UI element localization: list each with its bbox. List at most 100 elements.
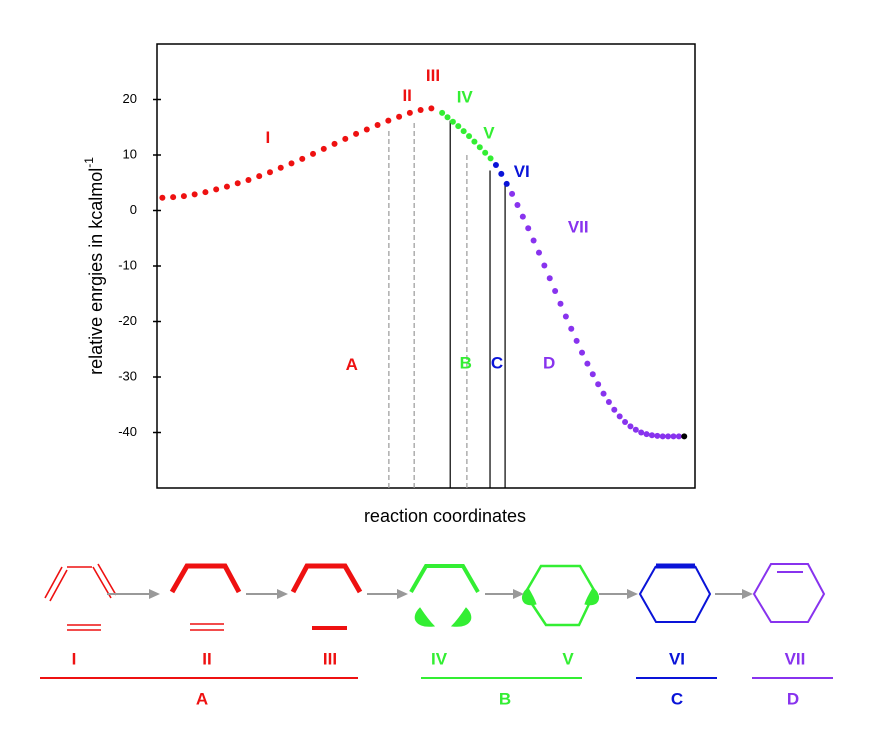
y-tick-label: -30: [118, 368, 137, 383]
molecule-vi: [638, 563, 712, 623]
point: [546, 275, 553, 282]
point: [622, 418, 629, 425]
point: [299, 155, 306, 162]
annotation: II: [402, 86, 411, 105]
stage-label: IV: [431, 649, 448, 668]
stage-label: VII: [785, 649, 806, 668]
point: [320, 145, 327, 152]
point: [266, 169, 273, 176]
point: [584, 360, 591, 367]
stage-label: III: [323, 649, 337, 668]
point: [525, 225, 532, 232]
point: [659, 433, 666, 440]
point: [417, 107, 424, 114]
annotation: A: [346, 355, 358, 374]
point: [449, 118, 456, 125]
group-label: A: [196, 689, 208, 708]
plot-frame: [156, 43, 696, 489]
group-label: C: [671, 689, 683, 708]
point: [632, 426, 639, 433]
point: [648, 432, 655, 439]
point: [562, 313, 569, 320]
molecule-v-lobes: [521, 587, 600, 606]
annotation: VI: [514, 162, 530, 181]
point: [611, 406, 618, 413]
molecule-v: [525, 564, 596, 627]
point: [363, 126, 370, 133]
point: [595, 381, 602, 388]
point: [498, 170, 505, 177]
y-tick-label: 0: [130, 202, 137, 217]
point: [439, 109, 446, 116]
point: [605, 398, 612, 405]
arrow-heads: [149, 589, 753, 599]
annotation: I: [265, 128, 270, 147]
point: [519, 213, 526, 220]
point: [541, 262, 548, 269]
point: [600, 390, 607, 397]
point: [627, 423, 634, 430]
point: [535, 249, 542, 256]
point: [460, 128, 467, 135]
point: [471, 138, 478, 145]
group-label: D: [787, 689, 799, 708]
point: [466, 133, 473, 140]
point: [654, 432, 661, 439]
point: [573, 337, 580, 344]
point: [492, 161, 499, 168]
point: [396, 113, 403, 120]
y-tick-label: -10: [118, 257, 137, 272]
stage-label: V: [562, 649, 574, 668]
point: [589, 371, 596, 378]
point: [159, 194, 166, 201]
stage-label: VI: [669, 649, 685, 668]
point: [557, 300, 564, 307]
point: [374, 122, 381, 129]
point: [310, 150, 317, 157]
point: [503, 180, 510, 187]
point: [180, 193, 187, 200]
annotation: III: [426, 66, 440, 85]
point: [568, 325, 575, 332]
point: [234, 180, 241, 187]
point: [514, 201, 521, 208]
molecule-iv-lobes: [414, 607, 472, 627]
group-label: B: [499, 689, 511, 708]
y-tick-label: 10: [123, 146, 137, 161]
point: [579, 349, 586, 356]
y-tick-label: -40: [118, 424, 137, 439]
molecule-iii: [290, 563, 363, 630]
y-tick-label: -20: [118, 313, 137, 328]
point: [675, 433, 682, 440]
x-axis-label: reaction coordinates: [364, 506, 526, 526]
point: [643, 431, 650, 438]
point: [487, 155, 494, 162]
y-axis-label: relative enrgies in kcalmol-1: [82, 157, 106, 375]
point: [428, 105, 435, 112]
point: [213, 186, 220, 193]
annotation: VII: [568, 218, 589, 237]
point: [509, 190, 516, 197]
point: [331, 140, 338, 147]
point: [256, 173, 263, 180]
point: [406, 109, 413, 116]
point: [530, 237, 537, 244]
y-axis-label-text: relative enrgies in kcalmol: [86, 168, 106, 375]
y-axis-label-sup: -1: [82, 157, 96, 168]
point: [552, 287, 559, 294]
point: [638, 429, 645, 436]
annotation: D: [543, 354, 555, 373]
molecule-vii: [752, 563, 826, 623]
stage-label: I: [72, 649, 77, 668]
point: [277, 164, 284, 171]
point: [245, 176, 252, 183]
point: [223, 183, 230, 190]
molecule-i: [44, 563, 117, 631]
y-tick-label: 20: [123, 91, 137, 106]
molecule-ii-ene: [190, 623, 224, 631]
point: [191, 191, 198, 198]
point: [476, 144, 483, 151]
annotation: C: [491, 354, 503, 373]
